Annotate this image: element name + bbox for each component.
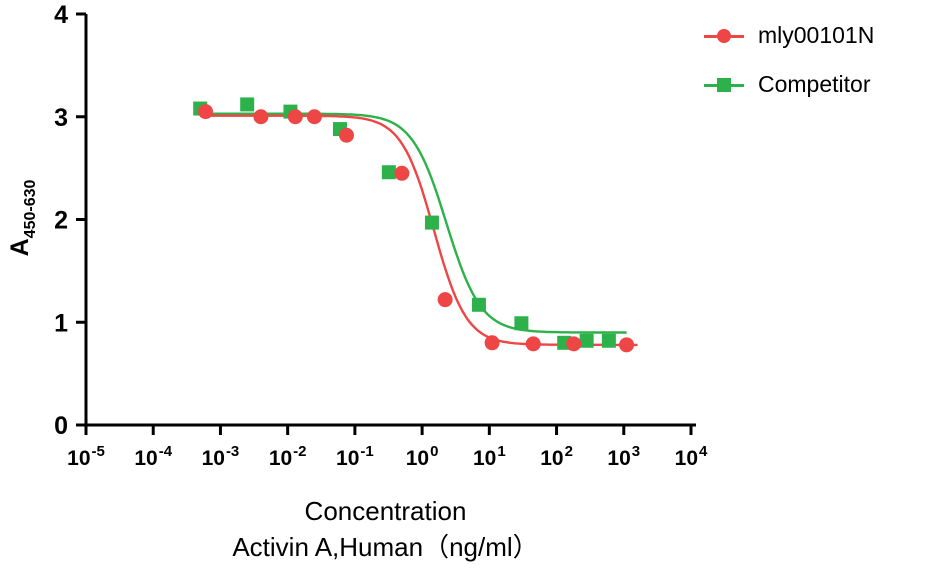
data-point-mly00101N xyxy=(394,165,410,181)
legend-item-competitor: Competitor xyxy=(704,71,874,98)
data-point-Competitor xyxy=(514,316,529,331)
data-point-mly00101N xyxy=(253,109,269,125)
legend-label: mly00101N xyxy=(758,22,875,48)
data-point-mly00101N xyxy=(484,335,500,351)
x-tick-label: 102 xyxy=(540,443,573,470)
legend-marker-square-icon xyxy=(704,77,744,93)
x-tick-label: 10-4 xyxy=(134,443,172,470)
data-point-mly00101N xyxy=(566,336,582,352)
x-tick-label: 103 xyxy=(607,443,640,470)
x-tick-label: 10-2 xyxy=(269,443,307,470)
x-tick-label: 10-3 xyxy=(202,443,240,470)
legend: mly00101N Competitor xyxy=(704,22,874,120)
legend-marker-circle-icon xyxy=(704,28,744,44)
data-point-Competitor xyxy=(601,333,616,348)
x-axis-title: Concentration xyxy=(305,496,467,526)
data-point-mly00101N xyxy=(619,337,635,353)
y-tick-label: 4 xyxy=(54,1,68,29)
x-tick-label: 104 xyxy=(675,443,708,470)
circle-marker-icon xyxy=(717,28,731,43)
data-point-mly00101N xyxy=(437,292,453,308)
x-tick-label: 10-1 xyxy=(336,443,374,470)
data-point-Competitor xyxy=(381,165,396,180)
square-marker-icon xyxy=(717,77,731,92)
data-point-Competitor xyxy=(579,333,594,348)
data-point-mly00101N xyxy=(287,109,303,125)
legend-label: Competitor xyxy=(758,71,871,97)
y-axis-title: A450-630 xyxy=(6,180,39,257)
data-point-mly00101N xyxy=(525,336,541,352)
data-point-mly00101N xyxy=(198,104,214,120)
data-point-Competitor xyxy=(471,297,486,312)
series-curve-Competitor xyxy=(193,112,627,334)
x-tick-label: 100 xyxy=(406,443,439,470)
legend-item-mly00101N: mly00101N xyxy=(704,22,874,49)
data-point-mly00101N xyxy=(306,109,322,125)
y-tick-label: 2 xyxy=(54,207,68,235)
x-tick-label: 101 xyxy=(473,443,506,470)
y-tick-label: 1 xyxy=(54,309,68,337)
data-point-Competitor xyxy=(240,97,255,112)
x-tick-label: 10-5 xyxy=(67,443,105,470)
data-point-mly00101N xyxy=(338,127,354,143)
y-tick-label: 0 xyxy=(54,412,68,440)
x-axis-subtitle: Activin A,Human（ng/ml） xyxy=(232,532,538,562)
data-point-Competitor xyxy=(424,215,439,230)
y-tick-label: 3 xyxy=(54,104,68,132)
